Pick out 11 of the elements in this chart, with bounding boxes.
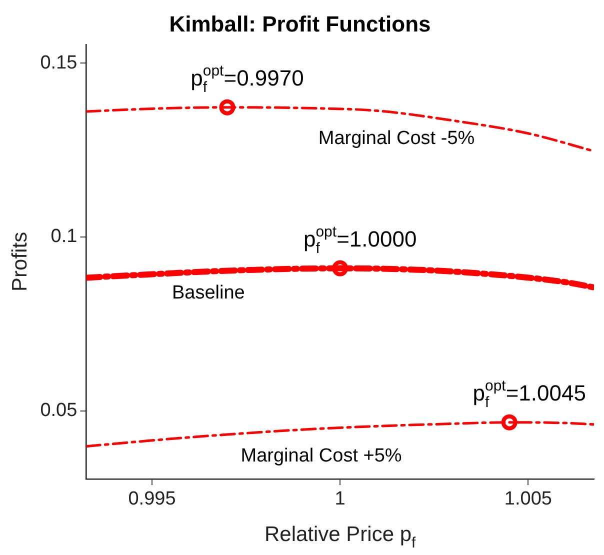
y-tick-label: 0.1: [50, 226, 78, 248]
y-axis-title: Profits: [8, 232, 32, 292]
y-tick-label: 0.15: [40, 52, 78, 74]
x-tick-label: 1.005: [504, 488, 552, 510]
x-tick-label: 1: [334, 488, 346, 510]
series-label: Baseline: [172, 282, 245, 304]
series-label: Marginal Cost -5%: [318, 128, 475, 150]
y-tick-label: 0.05: [40, 400, 78, 422]
x-tick-label: 0.995: [128, 488, 176, 510]
series-label: Marginal Cost +5%: [240, 446, 402, 467]
chart-title: Kimball: Profit Functions: [169, 11, 431, 36]
